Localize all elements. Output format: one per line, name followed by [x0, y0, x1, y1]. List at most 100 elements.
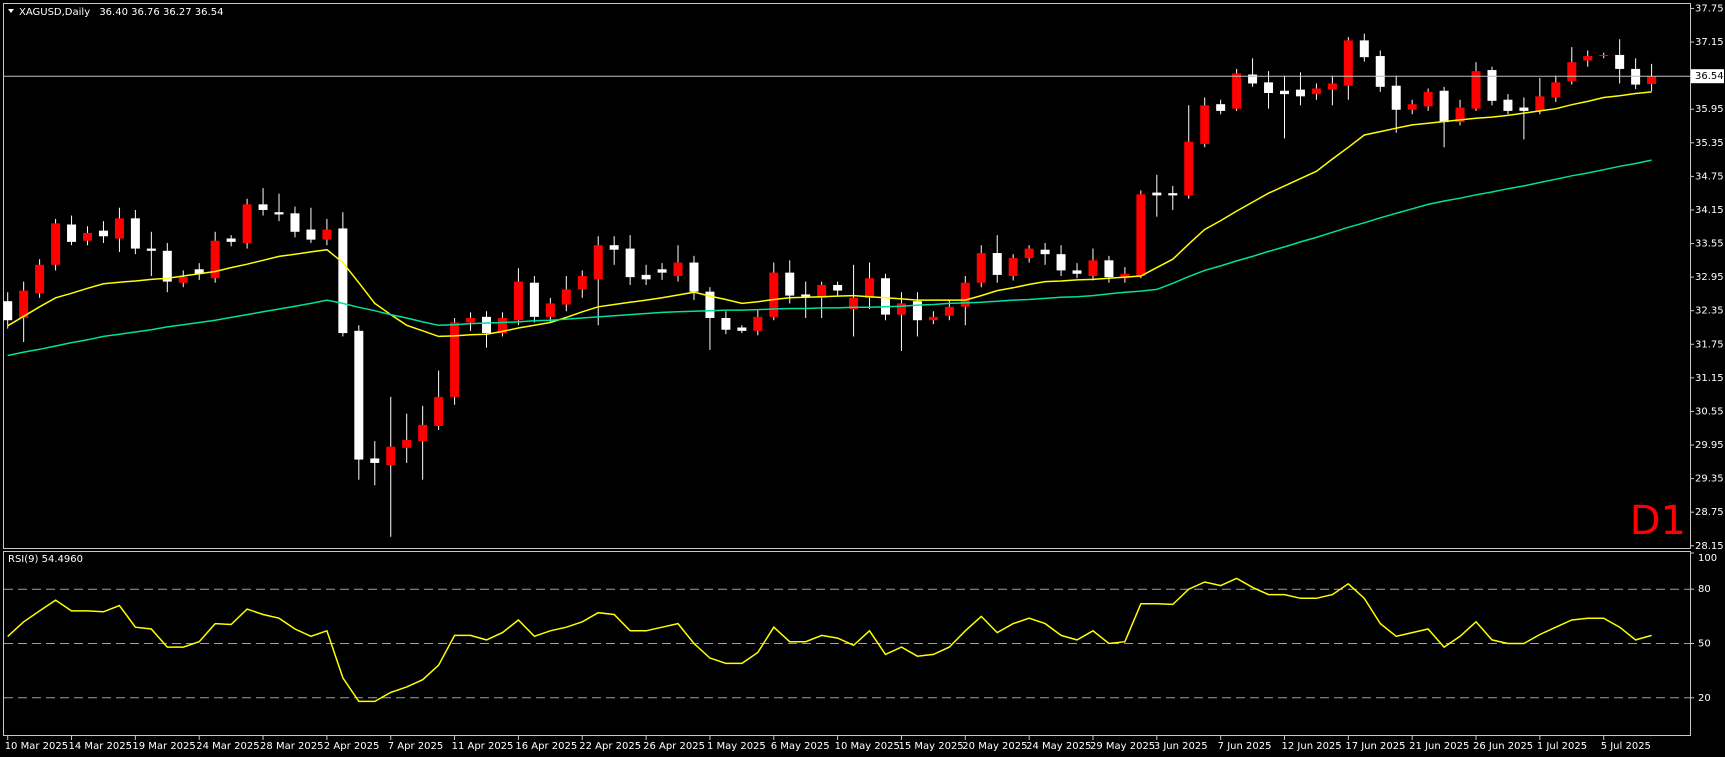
x-tick-label: 22 Apr 2025 [579, 741, 641, 752]
y-tick-label: 33.55 [1695, 239, 1724, 250]
candle-body [306, 229, 316, 240]
header-low: 36.27 [163, 7, 192, 18]
x-tick-label: 12 Jun 2025 [1282, 741, 1342, 752]
x-tick-label: 5 Jul 2025 [1601, 741, 1651, 752]
candle-body [482, 316, 491, 334]
candle-body [593, 245, 603, 280]
x-tick-label: 29 May 2025 [1090, 741, 1155, 752]
candle-body [1615, 54, 1625, 69]
candle-body [1423, 91, 1433, 107]
x-tick-label: 10 Mar 2025 [5, 741, 68, 752]
candle-body [896, 303, 906, 315]
candle-body [35, 264, 45, 294]
candle-body [1088, 260, 1098, 276]
candle-body [1280, 90, 1289, 95]
y-tick-label: 34.15 [1695, 205, 1724, 216]
y-tick-label: 35.35 [1695, 138, 1724, 149]
candle-body [1519, 107, 1529, 111]
chart-header: XAGUSD,Daily 36.40 36.76 36.27 36.54 [19, 7, 223, 18]
x-tick-label: 7 Apr 2025 [388, 741, 443, 752]
y-tick-label: 29.95 [1695, 440, 1724, 451]
candle-body [529, 282, 539, 317]
x-tick-label: 14 Mar 2025 [69, 741, 132, 752]
x-tick-label: 17 Jun 2025 [1345, 741, 1405, 752]
candle-body [242, 204, 252, 243]
candle-body [290, 213, 300, 232]
candle-body [833, 284, 843, 291]
candle-body [434, 396, 444, 426]
x-tick-label: 11 Apr 2025 [452, 741, 514, 752]
x-tick-label: 28 Mar 2025 [260, 741, 323, 752]
candle-body [1152, 192, 1162, 196]
candle-body [130, 218, 140, 249]
menu-triangle [8, 9, 14, 13]
candle-body [1168, 193, 1178, 196]
candle-body [641, 274, 651, 280]
x-tick-label: 19 Mar 2025 [132, 741, 195, 752]
candle-body [625, 248, 635, 278]
candle-body [67, 224, 77, 242]
candle-body [402, 439, 412, 448]
candle-body [1647, 76, 1657, 85]
candle-body [1295, 89, 1305, 97]
y-tick-label: 31.15 [1695, 373, 1724, 384]
candle-body [322, 229, 332, 240]
x-tick-label: 15 May 2025 [898, 741, 963, 752]
y-tick-label: 28.15 [1695, 541, 1724, 552]
candle-body [1631, 68, 1641, 85]
candle-body [274, 212, 284, 215]
candle-body [689, 262, 699, 292]
candle-body [338, 228, 348, 334]
candle-body [753, 316, 763, 331]
rsi-title: RSI(9) [8, 554, 39, 565]
candle-body [1407, 104, 1417, 110]
chart-title: XAGUSD,Daily [19, 7, 90, 18]
candle-body [609, 245, 619, 250]
main-pane-frame [3, 3, 1691, 549]
candle-body [162, 250, 172, 282]
x-tick-label: 16 Apr 2025 [515, 741, 577, 752]
rsi-header: RSI(9) 54.4960 [8, 554, 83, 565]
x-tick-label: 26 Apr 2025 [643, 741, 705, 752]
moving-average-line [7, 91, 1652, 338]
y-tick-label: 28.75 [1695, 507, 1724, 518]
candle-body [354, 330, 364, 460]
header-open: 36.40 [99, 7, 128, 18]
candle-body [1072, 270, 1082, 274]
y-tick-label: 20 [1698, 693, 1711, 704]
candle-body [1583, 56, 1593, 61]
candle-body [912, 301, 922, 321]
candle-body [1359, 40, 1369, 58]
candle-body [657, 269, 667, 273]
y-tick-label: 80 [1698, 584, 1711, 595]
x-tick-label: 6 May 2025 [771, 741, 830, 752]
x-tick-label: 1 Jul 2025 [1537, 741, 1587, 752]
header-high: 36.76 [131, 7, 160, 18]
candle-body [226, 238, 236, 242]
candle-body [1232, 73, 1242, 109]
rsi-line [7, 577, 1652, 703]
candle-body [114, 218, 124, 239]
candle-body [1200, 105, 1210, 144]
candle-body [673, 262, 683, 276]
candle-body [1104, 260, 1114, 278]
candle-body [1567, 62, 1577, 82]
timeframe-label: D1 [1630, 498, 1686, 544]
candle-body [1551, 82, 1561, 98]
y-tick-label: 50 [1698, 639, 1711, 650]
candle-body [497, 317, 507, 334]
candle-body [3, 301, 13, 321]
candle-body [1040, 249, 1050, 255]
candle-body [545, 303, 555, 317]
candle-body [1311, 88, 1321, 95]
candle-body [51, 223, 61, 265]
candle-body [801, 294, 811, 297]
candle-body [1455, 107, 1465, 123]
candle-body [881, 278, 890, 315]
candle-body [705, 291, 715, 318]
candle-body [1024, 248, 1034, 259]
x-tick-label: 10 May 2025 [835, 741, 900, 752]
